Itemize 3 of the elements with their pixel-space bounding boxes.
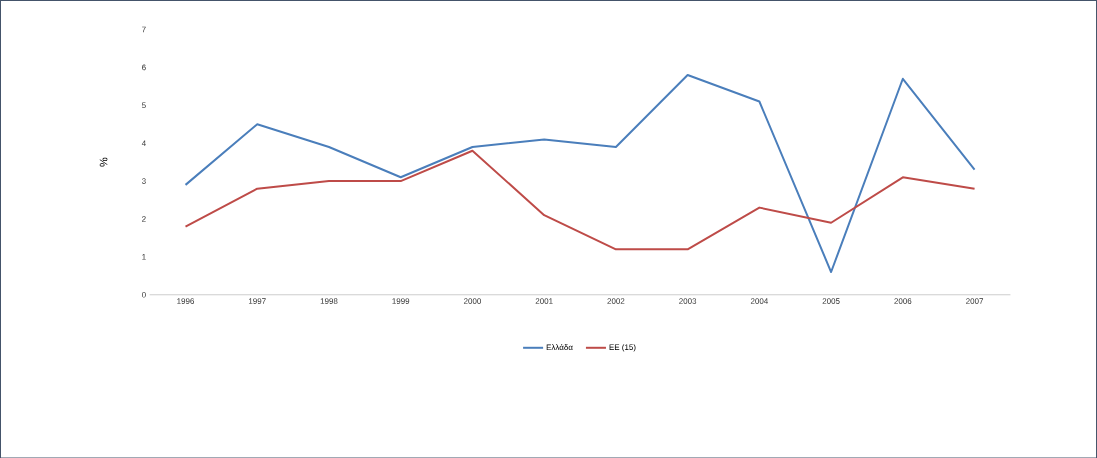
y-axis-title: % (99, 157, 108, 167)
line-series (184, 73, 976, 273)
line-series (184, 149, 976, 251)
